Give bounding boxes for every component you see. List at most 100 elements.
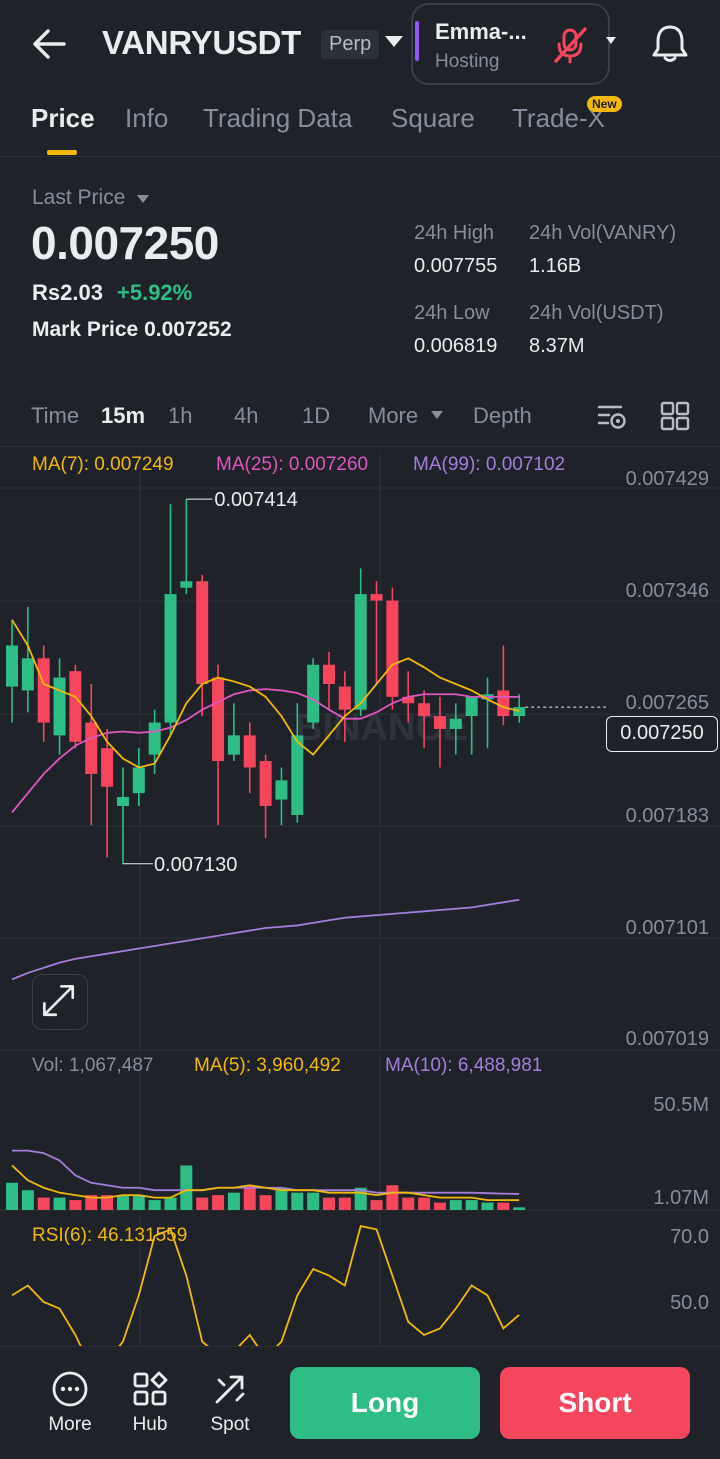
price-axis-label: 0.007429 bbox=[626, 468, 709, 490]
tab-square[interactable]: Square bbox=[391, 103, 475, 133]
candle-body bbox=[69, 671, 82, 742]
nav-hub-label: Hub bbox=[132, 1414, 168, 1435]
fullscreen-button[interactable] bbox=[32, 974, 88, 1030]
live-indicator-bar bbox=[415, 21, 419, 61]
divider bbox=[0, 156, 720, 157]
notification-bell-icon[interactable] bbox=[650, 22, 690, 64]
price-axis-label: 0.007265 bbox=[626, 692, 709, 714]
mic-muted-icon[interactable] bbox=[551, 25, 591, 65]
volume-bar bbox=[69, 1200, 82, 1210]
volume-bar bbox=[164, 1197, 177, 1210]
candle-body bbox=[116, 797, 129, 806]
volume-bar bbox=[275, 1187, 288, 1210]
tf-more[interactable]: More bbox=[368, 403, 419, 428]
tf-1h[interactable]: 1h bbox=[168, 403, 193, 428]
indicator-settings-icon[interactable] bbox=[597, 402, 627, 430]
24h-low-value: 0.006819 bbox=[414, 335, 498, 357]
volume-ma5-legend: MA(5): 3,960,492 bbox=[194, 1055, 341, 1076]
last-price: 0.007250 bbox=[31, 217, 219, 269]
volume-ma5-line bbox=[11, 1164, 520, 1202]
tab-info[interactable]: Info bbox=[125, 103, 169, 133]
volume-bar bbox=[323, 1197, 335, 1210]
volume-bar bbox=[465, 1200, 478, 1210]
tf-1d[interactable]: 1D bbox=[302, 403, 331, 428]
back-arrow-icon[interactable] bbox=[30, 26, 70, 62]
price-axis-label: 0.007101 bbox=[626, 917, 709, 939]
host-dropdown-icon[interactable] bbox=[606, 37, 616, 44]
high-price-label: 0.007414 bbox=[214, 489, 297, 511]
candlestick-chart[interactable]: BINANCE 50.5M1.07M 70.050.0 0.0074140.00… bbox=[0, 440, 720, 1360]
nav-spot[interactable]: Spot bbox=[195, 1370, 265, 1436]
last-price-label[interactable]: Last Price bbox=[32, 186, 126, 209]
more-dropdown-icon[interactable] bbox=[431, 411, 443, 419]
candle-body bbox=[243, 735, 256, 768]
volume-bar bbox=[85, 1195, 98, 1210]
tab-price[interactable]: Price bbox=[31, 103, 95, 133]
volume-bar bbox=[449, 1200, 462, 1210]
tf-15m[interactable]: 15m bbox=[101, 403, 146, 428]
volume-bar bbox=[497, 1202, 510, 1210]
24h-vol-base-label: 24h Vol(VANRY) bbox=[529, 222, 677, 244]
tf-depth[interactable]: Depth bbox=[473, 403, 532, 428]
24h-high-label: 24h High bbox=[414, 222, 495, 244]
candle-body bbox=[275, 780, 288, 800]
rsi6-line bbox=[11, 1225, 520, 1346]
24h-low-label: 24h Low bbox=[414, 302, 490, 324]
volume-ma10-legend: MA(10): 6,488,981 bbox=[385, 1055, 543, 1076]
volume-bar bbox=[338, 1197, 351, 1210]
volume-bar bbox=[6, 1182, 18, 1210]
candle-body bbox=[180, 581, 193, 588]
divider bbox=[0, 446, 720, 447]
candle-body bbox=[53, 677, 66, 736]
nav-hub[interactable]: Hub bbox=[115, 1370, 185, 1436]
nav-more[interactable]: More bbox=[35, 1370, 105, 1436]
volume-bar bbox=[513, 1207, 526, 1210]
volume-bar bbox=[418, 1197, 431, 1210]
candle-body bbox=[164, 594, 177, 723]
volume-bar bbox=[148, 1200, 161, 1210]
volume-bar bbox=[402, 1197, 415, 1210]
candle-body bbox=[37, 658, 50, 723]
24h-high-value: 0.007755 bbox=[414, 255, 498, 277]
short-button[interactable]: Short bbox=[500, 1367, 690, 1439]
volume-axis-label: 1.07M bbox=[653, 1187, 709, 1209]
price-type-dropdown-icon[interactable] bbox=[137, 195, 149, 203]
volume-bar bbox=[21, 1190, 34, 1210]
spot-arrows-icon bbox=[215, 1375, 245, 1404]
volume-bar bbox=[212, 1195, 225, 1210]
rsi-axis-label: 50.0 bbox=[670, 1292, 709, 1314]
moving-average-lines bbox=[11, 619, 520, 981]
candle-body bbox=[6, 645, 18, 687]
tf-4h[interactable]: 4h bbox=[234, 403, 259, 428]
candles bbox=[6, 499, 526, 864]
candle-body bbox=[465, 696, 478, 717]
candle-body bbox=[227, 735, 240, 755]
tab-trading-data[interactable]: Trading Data bbox=[203, 103, 353, 133]
candle-body bbox=[386, 600, 399, 697]
candle-body bbox=[291, 735, 304, 815]
expand-icon bbox=[43, 985, 75, 1017]
current-price-tag[interactable]: 0.007250 bbox=[606, 716, 718, 752]
volume-bar bbox=[259, 1195, 272, 1210]
symbol-title[interactable]: VANRYUSDT bbox=[102, 24, 301, 61]
long-button[interactable]: Long bbox=[290, 1367, 480, 1439]
volume-bar bbox=[53, 1197, 66, 1210]
tf-time[interactable]: Time bbox=[31, 403, 80, 428]
volume-bar bbox=[386, 1185, 399, 1210]
volume-bar bbox=[196, 1197, 209, 1210]
low-price-label: 0.007130 bbox=[154, 854, 237, 876]
layout-grid-icon[interactable] bbox=[660, 401, 690, 431]
candle-body bbox=[513, 707, 526, 717]
candle-body bbox=[449, 718, 462, 729]
live-hosting-card[interactable]: Emma-... Hosting bbox=[411, 3, 610, 85]
symbol-dropdown-icon[interactable] bbox=[385, 36, 403, 47]
price-axis-label: 0.007346 bbox=[626, 580, 709, 602]
mark-price: Mark Price 0.007252 bbox=[32, 318, 232, 342]
host-name: Emma-... bbox=[435, 19, 527, 44]
volume-bar bbox=[227, 1192, 240, 1210]
candle-body bbox=[497, 690, 510, 717]
price-axis-label: 0.007019 bbox=[626, 1028, 709, 1050]
new-badge: New bbox=[587, 96, 622, 112]
volume-bar bbox=[433, 1202, 446, 1210]
hub-grid-icon bbox=[133, 1371, 168, 1406]
